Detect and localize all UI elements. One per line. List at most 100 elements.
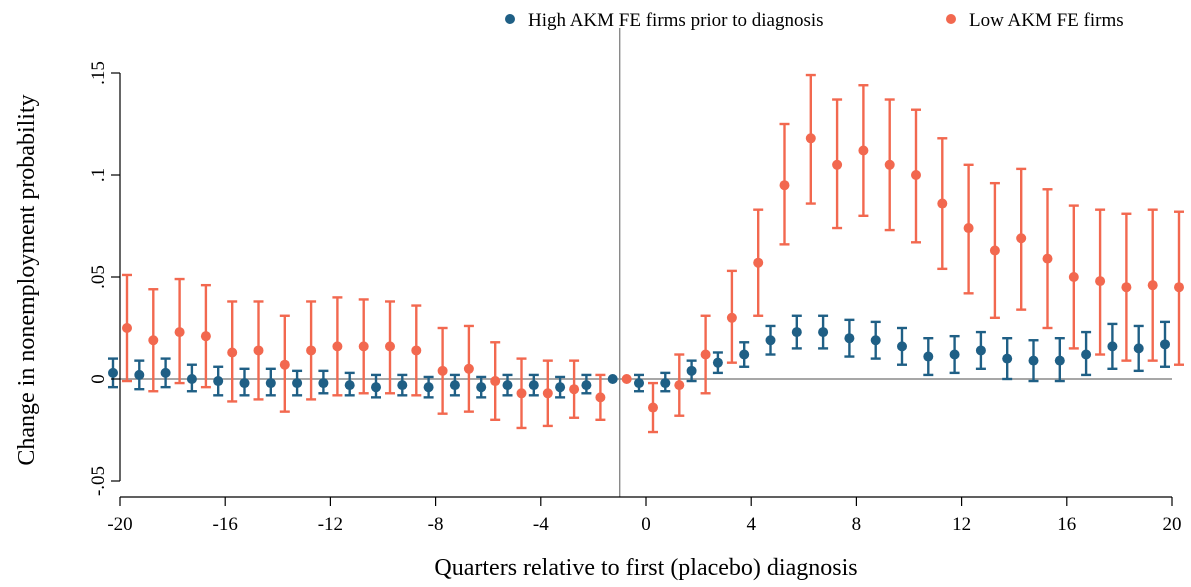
data-point	[884, 159, 895, 170]
data-point	[318, 378, 329, 389]
data-point	[160, 367, 171, 378]
data-point	[911, 170, 921, 180]
data-point	[542, 388, 553, 399]
data-point	[832, 159, 843, 170]
data-point	[753, 257, 764, 268]
data-point	[765, 335, 776, 346]
data-point	[449, 380, 460, 391]
data-point	[306, 345, 317, 356]
data-point	[213, 376, 224, 387]
y-tick-label: -.05	[88, 466, 109, 496]
data-point	[1160, 339, 1170, 350]
data-point	[437, 365, 448, 376]
data-point	[502, 380, 513, 391]
data-point	[358, 341, 369, 352]
data-point	[200, 331, 211, 342]
data-point	[122, 323, 132, 333]
legend-marker	[946, 14, 956, 24]
x-tick-label: 16	[1057, 514, 1076, 535]
legend-item-1: High AKM FE firms prior to diagnosis	[505, 10, 824, 31]
data-point	[1016, 233, 1027, 244]
data-point	[528, 380, 539, 391]
x-axis-title: Quarters relative to first (placebo) dia…	[434, 555, 857, 581]
data-point	[186, 374, 197, 384]
data-point	[674, 380, 685, 391]
data-point	[1174, 282, 1184, 293]
x-tick-label: 4	[746, 514, 756, 535]
y-tick-label: .15	[88, 61, 109, 85]
data-point	[660, 378, 671, 389]
data-point	[411, 345, 422, 356]
data-point	[1147, 280, 1158, 291]
data-point	[897, 341, 907, 352]
data-point	[148, 335, 159, 346]
legend-marker	[505, 14, 515, 24]
data-point	[581, 380, 592, 391]
data-point	[937, 198, 948, 209]
series-1	[108, 314, 1170, 399]
data-point	[371, 382, 381, 393]
data-point	[1081, 349, 1092, 360]
data-point	[726, 312, 737, 323]
data-point	[923, 351, 934, 362]
y-tick-label: .1	[88, 168, 109, 182]
x-tick-label: 0	[641, 514, 651, 535]
data-point	[634, 378, 644, 389]
data-point	[516, 388, 527, 399]
data-point	[595, 392, 606, 403]
data-point	[870, 335, 881, 346]
data-point	[989, 245, 1000, 256]
data-point	[858, 145, 869, 156]
y-tick-label: .05	[88, 265, 109, 289]
data-point	[397, 380, 408, 391]
data-point	[805, 133, 816, 144]
x-tick-label: -8	[428, 514, 444, 535]
axes: -.05 0 .05 .1 .15 -20 -16 -12 -8 -4 0 4 8 12 16 20	[88, 61, 1182, 535]
x-tick-label: -4	[533, 514, 549, 535]
data-point	[712, 357, 723, 368]
data-point	[490, 376, 501, 387]
data-point	[648, 402, 658, 413]
data-point	[569, 384, 580, 395]
data-point	[779, 180, 790, 191]
data-point	[844, 333, 855, 344]
data-point	[1042, 253, 1053, 264]
x-tick-label: -16	[213, 514, 238, 535]
series-2	[122, 73, 1184, 434]
data-point	[949, 349, 960, 360]
x-tick-label: 12	[952, 514, 971, 535]
data-point	[265, 378, 276, 389]
data-point	[463, 363, 474, 374]
data-point	[1068, 272, 1079, 282]
data-point	[227, 347, 238, 358]
data-point	[332, 341, 343, 352]
data-point	[279, 359, 290, 370]
data-point	[1028, 355, 1039, 366]
data-point	[686, 365, 697, 376]
data-point	[1121, 282, 1132, 293]
x-tick-label: 20	[1163, 514, 1182, 535]
legend-label: Low AKM FE firms	[969, 10, 1124, 31]
data-point	[975, 345, 986, 356]
data-point	[423, 382, 434, 393]
data-point	[963, 223, 974, 234]
data-point	[621, 374, 632, 384]
data-point	[700, 349, 711, 360]
data-point	[739, 349, 750, 360]
data-point	[791, 327, 802, 338]
data-point	[344, 380, 355, 391]
data-point	[134, 369, 145, 380]
data-point	[818, 327, 829, 338]
data-point	[1054, 355, 1065, 366]
data-point	[1095, 276, 1106, 287]
data-point	[1133, 343, 1144, 354]
data-point	[174, 327, 185, 338]
data-point	[555, 382, 566, 393]
x-tick-label: -20	[107, 514, 132, 535]
x-tick-label: -12	[318, 514, 343, 535]
data-point	[385, 341, 395, 352]
legend: High AKM FE firms prior to diagnosis Low …	[505, 10, 1124, 31]
legend-item-2: Low AKM FE firms	[946, 10, 1124, 31]
y-tick-label: 0	[88, 374, 109, 384]
